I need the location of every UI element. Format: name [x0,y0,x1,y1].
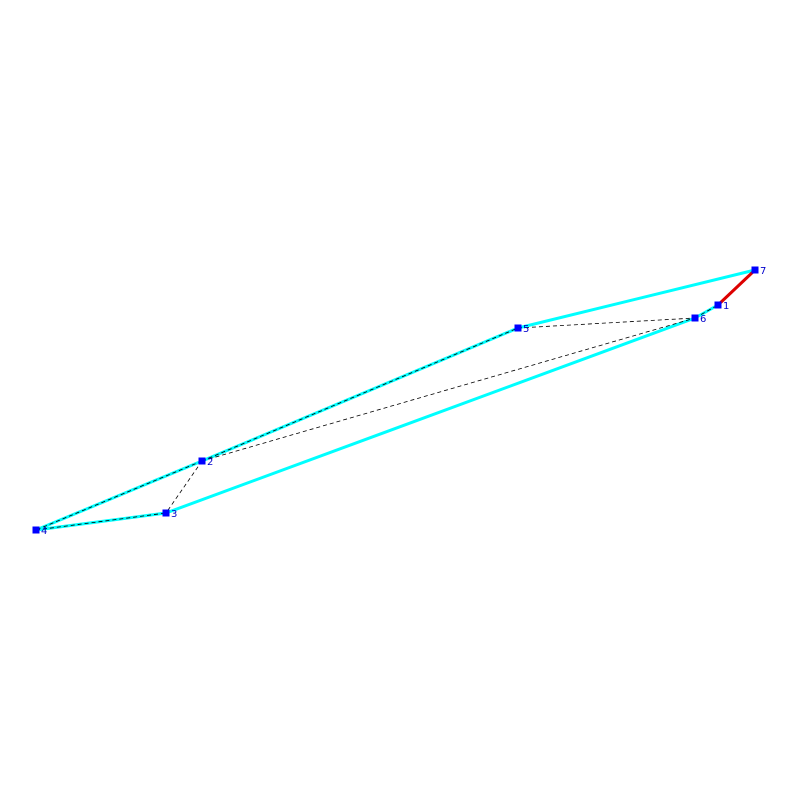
vertex-label: 7 [760,266,766,277]
vertex-label: 5 [523,324,529,335]
vertex-6: 6 [691,314,706,325]
vertex-marker [691,314,699,322]
dashed-edge-4-3 [35,512,167,531]
vertex-marker [751,266,759,274]
vertex-1: 1 [714,301,729,312]
vertex-marker [162,509,170,517]
highlight-edge-1-7 [716,268,757,307]
vertex-label: 4 [41,526,47,537]
dashed-edge-2-5 [201,327,519,462]
vertex-marker [198,457,206,465]
outline-edge-3-6 [164,316,697,515]
vertex-4: 4 [32,526,47,537]
vertex-label: 3 [171,509,177,520]
dashed-edge-2-3 [165,460,203,514]
vertex-2: 2 [198,457,213,468]
vertex-3: 3 [162,509,177,520]
outline-edge-7-5 [516,268,757,330]
vertex-7: 7 [751,266,766,277]
vertices: 1 2 3 4 5 6 7 [32,266,766,537]
vertex-marker [714,301,722,309]
highlight-edges [716,268,757,307]
dashed-diagonals [35,304,719,531]
dashed-edge-2-6 [201,317,696,462]
vertex-marker [514,324,522,332]
vertex-marker [32,526,40,534]
dashed-edge-2-4 [35,460,203,531]
outline-edges [34,268,757,532]
vertex-label: 2 [207,457,213,468]
vertex-label: 6 [700,314,706,325]
dashed-edge-5-6 [517,317,696,329]
vertex-label: 1 [723,301,729,312]
dashed-edge-6-1 [694,304,719,319]
vertex-5: 5 [514,324,529,335]
